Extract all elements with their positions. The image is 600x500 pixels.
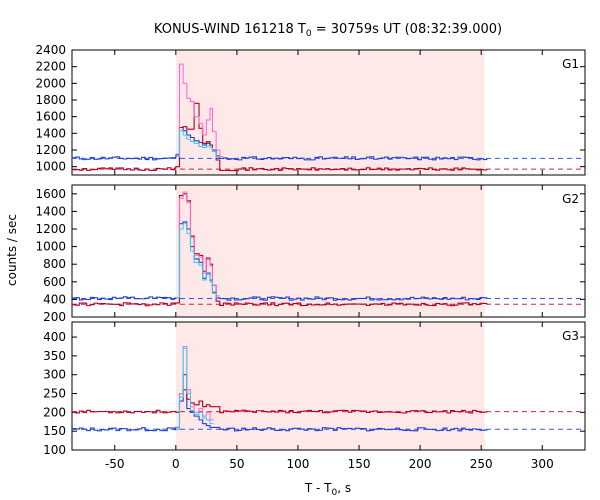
x-tick-label: 150 (348, 457, 371, 471)
series-red-lightcurve (72, 389, 488, 414)
y-tick-label: 150 (43, 424, 66, 438)
y-axis-label: counts / sec (5, 214, 19, 286)
x-axis-label: T - T0, s (304, 481, 351, 498)
shaded-interval (175, 185, 485, 317)
series-cyan-fine-resolution (175, 223, 220, 299)
series-cyan-fine-resolution (175, 130, 220, 158)
panel-label-g1: G1 (562, 57, 579, 71)
y-tick-label: 1200 (35, 143, 66, 157)
y-tick-label: 800 (43, 257, 66, 271)
y-tick-label: 250 (43, 387, 66, 401)
y-tick-label: 400 (43, 292, 66, 306)
x-tick-label: 200 (409, 457, 432, 471)
y-tick-label: 2400 (35, 43, 66, 57)
x-tick-label: 50 (229, 457, 244, 471)
y-tick-label: 1400 (35, 204, 66, 218)
panel-label-g2: G2 (562, 192, 579, 206)
y-tick-label: 1000 (35, 160, 66, 174)
series-blue-lightcurve (72, 221, 488, 301)
series-red-lightcurve (72, 193, 488, 307)
y-tick-label: 1600 (35, 110, 66, 124)
series-blue-lightcurve (72, 126, 488, 161)
y-tick-label: 1000 (35, 240, 66, 254)
y-tick-label: 1200 (35, 222, 66, 236)
panel-frame (71, 49, 586, 176)
y-tick-label: 1800 (35, 93, 66, 107)
series-pink-fine-resolution (175, 63, 224, 158)
panel-frame (71, 184, 586, 318)
panel-g1: 1000 1200 1400 1600 1800 2000 2200 2400 G1 (35, 43, 586, 176)
x-tick-label: -50 (105, 457, 125, 471)
y-tick-label: 400 (43, 330, 66, 344)
y-tick-label: 1600 (35, 187, 66, 201)
y-tick-label: 200 (43, 310, 66, 324)
series-cyan-fine-resolution (175, 347, 214, 430)
y-tick-label: 1400 (35, 126, 66, 140)
series-blue-lightcurve (72, 374, 488, 432)
panel-g2: 200 400 600 800 1000 1200 1400 1600 G2 (35, 184, 586, 324)
chart-title: KONUS-WIND 161218 T0 = 30759s UT (08:32:… (154, 22, 502, 39)
y-tick-label: 300 (43, 368, 66, 382)
x-tick-label: 100 (287, 457, 310, 471)
y-tick-label: 100 (43, 443, 66, 457)
y-tick-label: 2200 (35, 60, 66, 74)
x-tick-label: 300 (531, 457, 554, 471)
series-red-lightcurve (72, 102, 488, 172)
series-pink-fine-resolution (175, 191, 220, 299)
x-tick-label: 0 (172, 457, 180, 471)
y-tick-label: 200 (43, 405, 66, 419)
x-tick-label: 250 (470, 457, 493, 471)
chart-panels: 10001200140016001800200022002400G1200400… (35, 43, 586, 471)
y-tick-label: 2000 (35, 76, 66, 90)
panel-label-g3: G3 (562, 329, 579, 343)
panel-frame (71, 321, 586, 451)
panel-g3: 100 150 200 250 300 350 400 G3 (43, 321, 586, 457)
shaded-interval (175, 50, 485, 175)
y-tick-label: 350 (43, 349, 66, 363)
y-tick-label: 600 (43, 275, 66, 289)
